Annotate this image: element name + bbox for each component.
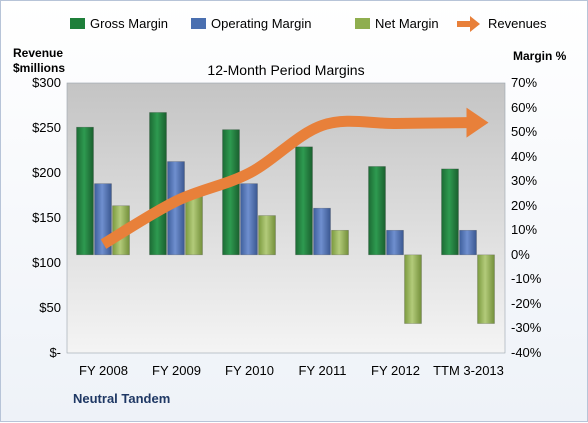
legend-net-margin-label: Net Margin <box>375 16 439 31</box>
right-tick-label: 10% <box>511 222 538 238</box>
operating-margin-bar-5 <box>386 229 404 256</box>
right-tick-label: -30% <box>511 320 542 336</box>
net-margin-bar-5 <box>404 254 422 324</box>
revenues-point-2 <box>176 200 177 201</box>
left-tick-label: $- <box>49 345 61 360</box>
gross-margin-bar-3 <box>222 129 240 256</box>
company-name: Neutral Tandem <box>73 391 171 406</box>
chart-title: 12-Month Period Margins <box>207 62 365 78</box>
right-tick-label: 40% <box>511 148 538 164</box>
right-tick-label: -10% <box>511 271 542 287</box>
left-tick-label: $300 <box>32 75 61 90</box>
legend-net-margin-swatch <box>355 18 370 29</box>
right-tick-label: -20% <box>511 295 542 311</box>
left-tick-label: $100 <box>32 255 61 270</box>
left-axis-label-line1: Revenue <box>13 46 64 60</box>
net-margin-bar-6 <box>477 254 495 324</box>
net-margin-bar-4 <box>331 229 349 256</box>
category-label: FY 2010 <box>225 363 274 378</box>
category-label: FY 2009 <box>152 363 201 378</box>
right-axis-label: Margin % <box>513 49 567 63</box>
left-tick-label: $50 <box>39 300 61 315</box>
operating-margin-bar-6 <box>459 229 477 256</box>
left-axis-label-line2: $millions <box>13 61 66 75</box>
category-label: FY 2008 <box>79 363 128 378</box>
right-tick-label: 50% <box>511 124 538 140</box>
revenues-point-3 <box>249 173 250 174</box>
revenues-line <box>100 115 469 249</box>
operating-margin-bar-4 <box>313 207 331 256</box>
gross-margin-bar-5 <box>368 166 386 256</box>
category-label: TTM 3-2013 <box>433 363 504 378</box>
bars-layer <box>76 112 495 324</box>
net-margin-bar-3 <box>258 215 276 256</box>
right-tick-label: 70% <box>511 75 538 90</box>
legend-operating-margin-label: Operating Margin <box>211 16 312 31</box>
category-label: FY 2011 <box>298 363 347 378</box>
right-tick-label: 30% <box>511 173 538 189</box>
legend-revenues-label: Revenues <box>488 16 547 31</box>
revenues-arrowhead <box>466 107 489 138</box>
revenues-point-1 <box>103 244 104 245</box>
revenues-point-6 <box>468 122 469 123</box>
net-margin-bar-2 <box>185 195 203 256</box>
legend-revenues-arrow-icon <box>457 16 480 32</box>
legend-gross-margin-swatch <box>70 18 85 29</box>
gross-margin-bar-1 <box>76 126 94 256</box>
gross-margin-bar-4 <box>295 146 313 256</box>
right-tick-label: 60% <box>511 99 538 115</box>
right-tick-label: 20% <box>511 197 538 213</box>
category-label: FY 2012 <box>371 363 420 378</box>
legend-operating-margin-swatch <box>191 18 206 29</box>
left-tick-label: $200 <box>32 165 61 180</box>
gross-margin-bar-6 <box>441 168 459 256</box>
gross-margin-bar-2 <box>149 112 167 256</box>
revenues-point-4 <box>322 125 323 126</box>
legend-icons <box>70 16 480 32</box>
left-tick-label: $250 <box>32 120 61 135</box>
revenues-point-5 <box>395 123 396 124</box>
right-tick-label: -40% <box>511 345 542 360</box>
legend-gross-margin-label: Gross Margin <box>90 16 169 31</box>
operating-margin-bar-3 <box>240 183 258 256</box>
revenue-line-layer <box>100 107 489 249</box>
right-tick-label: 0% <box>511 246 530 262</box>
left-tick-label: $150 <box>32 210 61 225</box>
